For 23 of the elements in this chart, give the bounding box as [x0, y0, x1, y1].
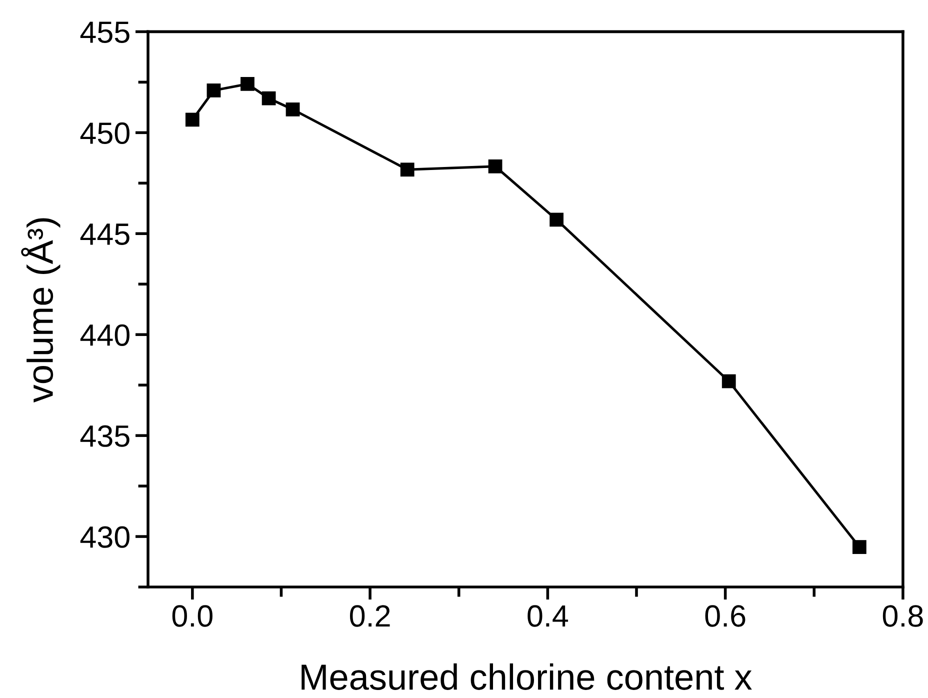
x-tick-label: 0.0: [172, 605, 212, 627]
point: [722, 374, 736, 388]
y-tick-label: 455: [80, 22, 130, 44]
y-tick-label: 440: [80, 324, 130, 346]
x-tick-label: 0.8: [882, 605, 923, 627]
point: [240, 77, 254, 91]
point: [185, 112, 200, 127]
point: [400, 162, 414, 177]
x-tick-label: 0.6: [705, 605, 746, 627]
y-tick-label: 445: [80, 224, 130, 245]
y-tick-label: 430: [80, 526, 130, 548]
x-axis-title: Measured chlorine content x: [302, 663, 752, 690]
y-tick-label: 450: [80, 122, 130, 144]
x-tick-label: 0.4: [528, 605, 568, 627]
point: [488, 159, 502, 174]
point: [262, 91, 276, 106]
point: [286, 102, 300, 116]
point: [550, 212, 564, 227]
y-tick-label: 435: [80, 425, 130, 447]
point: [206, 84, 221, 98]
point: [852, 540, 866, 554]
x-tick-label: 0.2: [350, 605, 390, 627]
y-axis-title: volume (Å³): [21, 218, 60, 403]
